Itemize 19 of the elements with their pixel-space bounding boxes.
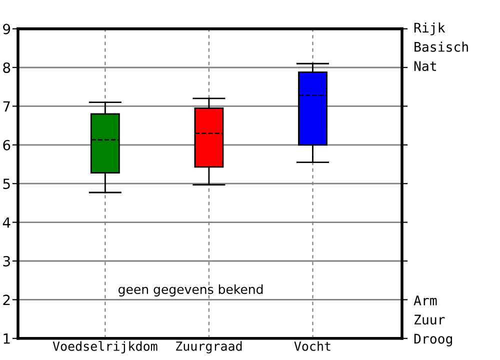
y-tick-label: 4	[2, 217, 10, 228]
y-tick-label: 3	[3, 256, 10, 266]
x-tick-label: Zuurgraad	[176, 341, 242, 354]
annotation: geen gegevens bekend	[118, 284, 263, 296]
y-tick-label: 1	[4, 334, 10, 344]
text: Nat	[414, 61, 436, 72]
y-tick-label: 2	[3, 294, 10, 305]
y-tick-label: 9	[3, 24, 10, 34]
x-tick-label: Voedselrijkdom	[52, 341, 158, 354]
text: Zuur	[414, 314, 445, 325]
y-tick-label: 8	[3, 62, 10, 73]
text: Droog	[414, 334, 452, 346]
y-tick-label: 5	[3, 178, 10, 190]
x-tick-label: Vocht	[294, 341, 330, 351]
text: Arm	[414, 296, 437, 306]
y-tick-label: 6	[3, 140, 10, 150]
y-tick-label: 7	[3, 101, 10, 112]
text: Rijk	[414, 22, 446, 36]
text: Basisch	[414, 42, 468, 52]
